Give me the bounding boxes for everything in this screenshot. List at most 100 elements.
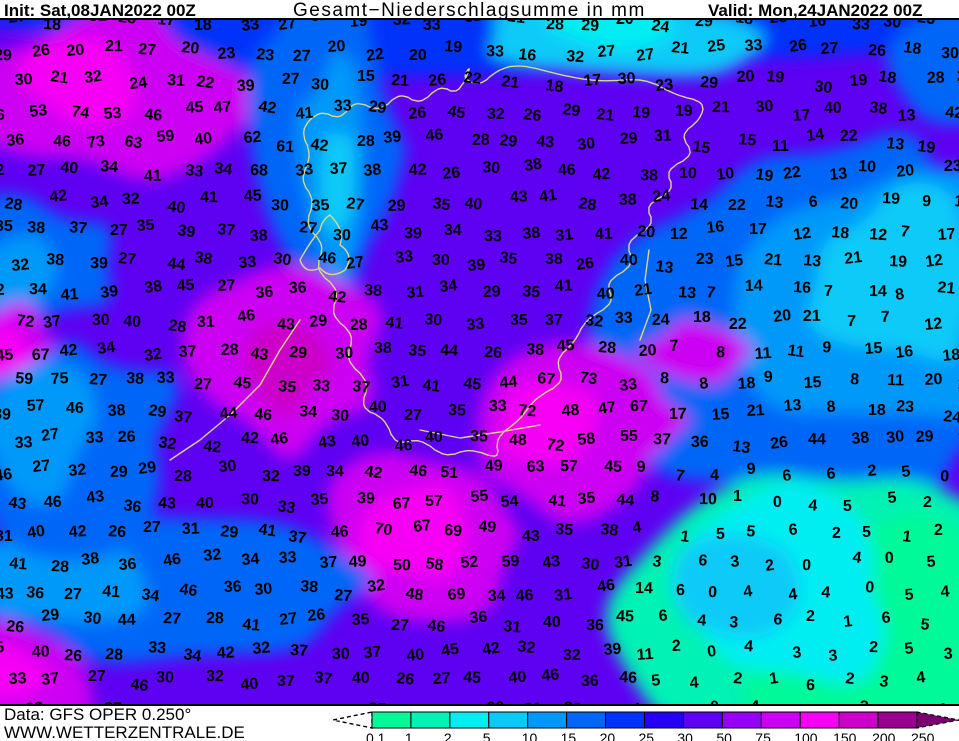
svg-text:26: 26 <box>408 104 428 123</box>
svg-text:18: 18 <box>545 77 565 96</box>
svg-text:0: 0 <box>885 550 895 567</box>
svg-text:38: 38 <box>600 521 620 540</box>
svg-text:31: 31 <box>406 283 425 301</box>
svg-text:7: 7 <box>669 337 679 355</box>
svg-text:43: 43 <box>85 488 105 507</box>
svg-text:39: 39 <box>383 128 403 147</box>
svg-text:73: 73 <box>86 133 106 152</box>
svg-text:20: 20 <box>840 195 859 213</box>
svg-text:26: 26 <box>118 428 136 446</box>
svg-text:16: 16 <box>518 46 538 65</box>
svg-text:69: 69 <box>444 522 463 540</box>
svg-text:20: 20 <box>409 47 427 64</box>
svg-text:29: 29 <box>700 74 719 92</box>
svg-text:32: 32 <box>392 20 411 29</box>
svg-text:37: 37 <box>319 554 338 572</box>
svg-text:37: 37 <box>368 700 387 704</box>
svg-text:11: 11 <box>636 646 654 664</box>
svg-text:23: 23 <box>217 45 236 63</box>
svg-text:8: 8 <box>826 398 836 416</box>
svg-text:26: 26 <box>31 42 51 61</box>
svg-text:32: 32 <box>11 256 31 275</box>
svg-text:21: 21 <box>764 251 783 269</box>
svg-text:30: 30 <box>581 555 601 574</box>
svg-text:40: 40 <box>369 399 387 416</box>
svg-text:42: 42 <box>328 288 348 307</box>
svg-text:53: 53 <box>103 105 122 123</box>
svg-text:36: 36 <box>581 673 599 690</box>
svg-text:34: 34 <box>439 277 459 296</box>
svg-text:7: 7 <box>706 284 717 302</box>
svg-text:20: 20 <box>772 307 792 326</box>
svg-text:6: 6 <box>698 552 709 570</box>
svg-text:55: 55 <box>470 487 489 505</box>
svg-text:27: 27 <box>32 457 52 476</box>
svg-text:35: 35 <box>311 197 330 215</box>
svg-text:0: 0 <box>708 584 718 601</box>
svg-text:22: 22 <box>840 127 858 145</box>
svg-text:21: 21 <box>596 106 616 125</box>
svg-text:19: 19 <box>632 104 651 122</box>
svg-text:30: 30 <box>254 580 274 599</box>
svg-text:27: 27 <box>391 617 409 635</box>
svg-text:38: 38 <box>46 251 65 269</box>
svg-text:58: 58 <box>424 555 444 574</box>
svg-text:61: 61 <box>276 138 295 156</box>
svg-text:73: 73 <box>578 369 598 388</box>
svg-text:37: 37 <box>42 313 62 332</box>
svg-text:35: 35 <box>448 402 466 420</box>
svg-text:32: 32 <box>563 647 581 664</box>
svg-text:33: 33 <box>278 549 297 567</box>
svg-text:14: 14 <box>805 126 825 145</box>
svg-text:28: 28 <box>51 558 70 576</box>
svg-text:46: 46 <box>318 249 338 268</box>
svg-text:13: 13 <box>678 284 697 302</box>
svg-text:32: 32 <box>366 577 386 596</box>
svg-text:59: 59 <box>156 127 175 145</box>
svg-text:26: 26 <box>64 647 83 665</box>
svg-text:39: 39 <box>603 640 622 658</box>
svg-text:27: 27 <box>293 48 311 65</box>
svg-text:46: 46 <box>53 133 71 151</box>
svg-text:27: 27 <box>299 219 318 237</box>
svg-text:15: 15 <box>724 252 744 271</box>
svg-text:33: 33 <box>489 398 507 415</box>
svg-text:31: 31 <box>654 127 672 145</box>
svg-text:63: 63 <box>123 133 143 152</box>
svg-text:28: 28 <box>927 69 945 87</box>
svg-text:22: 22 <box>463 69 483 88</box>
svg-text:48: 48 <box>509 432 527 449</box>
svg-text:37: 37 <box>329 160 348 178</box>
svg-text:30: 30 <box>333 227 351 244</box>
svg-text:31: 31 <box>390 373 410 392</box>
svg-text:33: 33 <box>240 20 260 35</box>
svg-text:20: 20 <box>638 342 657 360</box>
svg-text:33: 33 <box>334 97 352 115</box>
svg-text:74: 74 <box>70 103 90 122</box>
svg-text:30: 30 <box>617 70 636 88</box>
svg-text:30: 30 <box>576 135 596 154</box>
svg-text:31: 31 <box>613 553 633 572</box>
svg-text:70: 70 <box>373 520 393 539</box>
svg-text:21: 21 <box>49 68 69 87</box>
svg-text:21: 21 <box>501 73 521 92</box>
svg-text:17: 17 <box>749 221 767 238</box>
svg-text:39: 39 <box>467 256 486 274</box>
svg-text:35: 35 <box>0 218 13 235</box>
svg-text:37: 37 <box>277 673 295 690</box>
svg-text:21: 21 <box>671 39 691 58</box>
svg-text:29: 29 <box>110 464 128 481</box>
svg-text:38: 38 <box>545 251 563 268</box>
svg-text:24: 24 <box>129 74 149 93</box>
svg-text:41: 41 <box>422 377 442 396</box>
svg-text:27: 27 <box>110 222 128 239</box>
svg-text:32: 32 <box>252 639 272 658</box>
svg-text:37: 37 <box>174 408 194 427</box>
svg-text:46: 46 <box>558 162 576 179</box>
svg-text:16: 16 <box>706 218 726 237</box>
svg-text:29: 29 <box>41 606 61 625</box>
svg-text:33: 33 <box>157 369 175 387</box>
svg-text:35: 35 <box>522 283 541 301</box>
svg-text:33: 33 <box>484 228 502 245</box>
svg-text:27: 27 <box>27 162 46 180</box>
